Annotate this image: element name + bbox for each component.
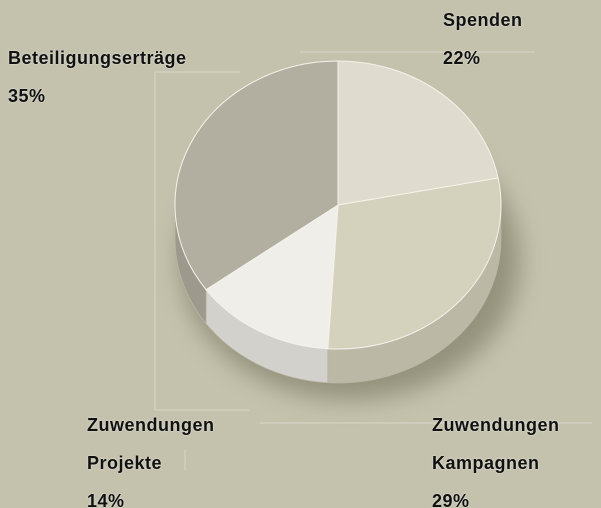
slice-label: Spenden 22% [443,1,601,77]
value-label: 29% [432,491,470,508]
category-label: Spenden [443,10,523,30]
slice [174,60,339,291]
slice [337,60,499,206]
leader-lines [154,51,592,470]
category-label: Zuwendungen Kampagnen [432,415,560,473]
slice-label: Zuwendungen Kampagnen 29% [432,406,601,508]
category-label: Beteiligungserträge [8,48,187,68]
leader-line [154,71,250,411]
value-label: 22% [443,48,481,68]
value-label: 14% [87,491,125,508]
slice-label: Beteiligungserträge 35% [8,39,308,115]
slice-label: Zuwendungen Projekte 14% [87,406,262,508]
value-label: 35% [8,86,46,106]
slice [327,177,502,350]
category-label: Zuwendungen Projekte [87,415,215,473]
slice [205,204,339,350]
pie [174,60,502,384]
